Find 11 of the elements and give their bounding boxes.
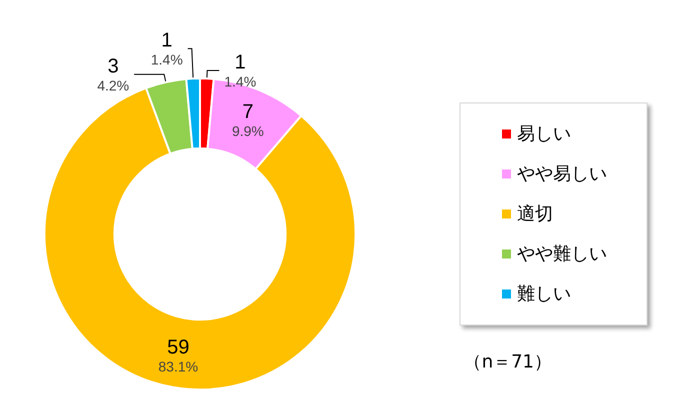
legend-label: 易しい	[517, 124, 571, 144]
text: （n＝71）	[464, 352, 552, 372]
data-label: 1 1.4%	[150, 30, 183, 68]
data-label: 3 4.2%	[97, 55, 130, 94]
legend-label: やや難しい	[517, 244, 607, 264]
data-label: 7 9.9%	[232, 101, 264, 140]
legend-label: 難しい	[517, 284, 571, 304]
legend-label: 適切	[517, 204, 553, 224]
data-label: 59 83.1%	[158, 336, 198, 375]
legend-label: やや易しい	[517, 164, 607, 184]
data-label: 1 1.4%	[224, 52, 256, 90]
